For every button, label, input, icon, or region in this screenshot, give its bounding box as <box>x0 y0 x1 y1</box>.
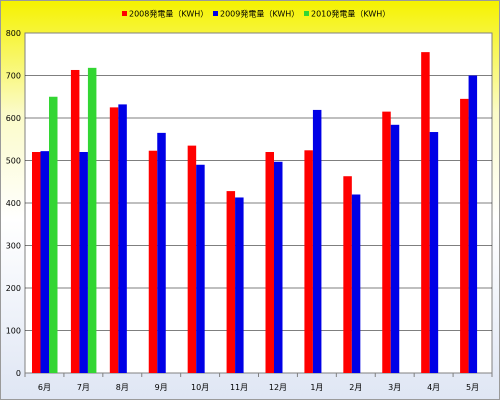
bar-1-7 <box>265 152 274 373</box>
y-tick-label: 0 <box>16 369 21 378</box>
bar-1-8 <box>304 150 313 373</box>
bar-1-9 <box>343 176 352 373</box>
y-tick-label: 600 <box>6 114 21 123</box>
y-tick-label: 800 <box>6 29 21 38</box>
y-tick-label: 700 <box>6 72 21 81</box>
bar-2-1 <box>40 151 49 373</box>
legend-label-3: 2010発電量（KWH） <box>311 10 390 19</box>
y-tick-label: 300 <box>6 242 21 251</box>
legend: 2008発電量（KWH） 2009発電量（KWH） 2010発電量（KWH） <box>122 10 390 19</box>
bars <box>32 52 478 374</box>
bar-2-6 <box>235 197 244 373</box>
y-tick-label: 400 <box>6 199 21 208</box>
bar-2-8 <box>312 109 322 374</box>
legend-label-2: 2009発電量（KWH） <box>220 10 299 19</box>
y-tick-label: 200 <box>6 284 21 293</box>
bar-1-6 <box>226 191 236 373</box>
x-tick-label: 8月 <box>116 383 129 392</box>
x-tick-label: 1月 <box>310 383 323 392</box>
bar-2-11 <box>429 132 439 373</box>
bar-1-4 <box>148 150 158 373</box>
x-tick-label: 6月 <box>38 383 51 392</box>
bar-2-7 <box>274 161 283 373</box>
y-axis: 0 100 200 300 400 500 600 700 800 <box>6 29 21 378</box>
bar-1-12 <box>460 98 469 373</box>
x-tick-label: 3月 <box>388 383 401 392</box>
bar-2-3 <box>118 104 127 374</box>
x-tick-label: 7月 <box>77 383 90 392</box>
bar-1-10 <box>382 111 391 373</box>
x-tick-label: 12月 <box>269 383 287 392</box>
legend-swatch-1 <box>122 11 127 16</box>
legend-swatch-2 <box>213 11 218 16</box>
bar-1-11 <box>421 52 430 373</box>
y-tick-label: 500 <box>6 157 21 166</box>
bar-2-2 <box>79 152 88 373</box>
x-tick-label: 4月 <box>427 383 440 392</box>
bar-2-10 <box>390 124 400 373</box>
legend-label-1: 2008発電量（KWH） <box>129 10 208 19</box>
bar-2-9 <box>351 194 361 373</box>
x-axis: 6月 7月 8月 9月 10月 11月 12月 1月 2月 3月 4月 5月 <box>24 373 493 392</box>
bar-1-2 <box>70 69 80 373</box>
x-tick-label: 9月 <box>155 383 168 392</box>
bar-3-1 <box>49 96 58 373</box>
gridlines <box>25 75 492 331</box>
bar-2-4 <box>157 132 166 373</box>
x-tick-label: 2月 <box>349 383 362 392</box>
bar-1-3 <box>109 107 119 373</box>
bar-2-12 <box>468 75 478 373</box>
x-tick-label: 10月 <box>191 383 209 392</box>
bar-1-5 <box>187 145 197 373</box>
bar-2-5 <box>196 164 205 373</box>
bar-1-1 <box>32 152 41 373</box>
x-tick-label: 5月 <box>466 383 479 392</box>
bar-3-2 <box>87 67 97 373</box>
legend-swatch-3 <box>304 11 309 16</box>
y-tick-label: 100 <box>6 327 21 336</box>
x-tick-label: 11月 <box>230 383 248 392</box>
